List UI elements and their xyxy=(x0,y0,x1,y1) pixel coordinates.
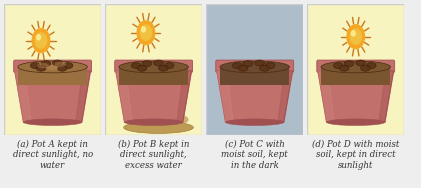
Bar xyxy=(321,67,391,85)
Ellipse shape xyxy=(255,60,264,66)
Polygon shape xyxy=(217,71,293,122)
Polygon shape xyxy=(76,71,91,122)
Ellipse shape xyxy=(356,60,365,66)
Ellipse shape xyxy=(265,63,275,69)
Polygon shape xyxy=(318,71,394,122)
Text: (c) Pot C with
moist soil, kept
in the dark: (c) Pot C with moist soil, kept in the d… xyxy=(221,140,288,170)
Ellipse shape xyxy=(63,63,73,69)
Circle shape xyxy=(37,35,40,40)
Polygon shape xyxy=(318,71,334,122)
FancyBboxPatch shape xyxy=(14,60,91,72)
Polygon shape xyxy=(379,71,394,122)
Circle shape xyxy=(350,29,361,44)
Ellipse shape xyxy=(18,61,88,73)
Ellipse shape xyxy=(260,65,269,71)
Ellipse shape xyxy=(360,65,370,71)
Ellipse shape xyxy=(37,63,49,68)
Ellipse shape xyxy=(137,65,147,71)
Ellipse shape xyxy=(24,119,82,126)
Bar xyxy=(220,67,290,85)
Polygon shape xyxy=(278,71,293,122)
Ellipse shape xyxy=(226,119,284,126)
Ellipse shape xyxy=(41,61,51,67)
Ellipse shape xyxy=(55,62,66,67)
Text: (b) Pot B kept in
direct sunlight,
excess water: (b) Pot B kept in direct sunlight, exces… xyxy=(118,140,189,170)
Circle shape xyxy=(35,33,47,48)
FancyBboxPatch shape xyxy=(317,60,394,72)
Ellipse shape xyxy=(57,65,67,71)
Polygon shape xyxy=(177,71,192,122)
Bar xyxy=(119,67,189,85)
Text: (d) Pot D with moist
soil, kept in direct
sunlight: (d) Pot D with moist soil, kept in direc… xyxy=(312,140,400,170)
Polygon shape xyxy=(116,71,192,122)
Ellipse shape xyxy=(366,63,376,69)
Ellipse shape xyxy=(333,63,343,69)
Ellipse shape xyxy=(238,65,248,71)
Ellipse shape xyxy=(124,121,193,133)
Ellipse shape xyxy=(131,63,141,69)
Ellipse shape xyxy=(53,60,62,66)
Ellipse shape xyxy=(142,61,152,67)
Ellipse shape xyxy=(220,61,290,73)
Ellipse shape xyxy=(232,63,242,69)
Ellipse shape xyxy=(125,119,183,126)
Ellipse shape xyxy=(344,61,354,67)
Ellipse shape xyxy=(158,65,168,71)
Ellipse shape xyxy=(321,61,391,73)
Circle shape xyxy=(32,29,50,52)
Text: (a) Pot A kept in
direct sunlight, no
water: (a) Pot A kept in direct sunlight, no wa… xyxy=(13,140,93,170)
Circle shape xyxy=(140,25,152,40)
Circle shape xyxy=(352,31,355,36)
Polygon shape xyxy=(116,71,132,122)
FancyBboxPatch shape xyxy=(115,60,192,72)
Ellipse shape xyxy=(339,65,349,71)
Ellipse shape xyxy=(243,61,253,67)
Polygon shape xyxy=(217,71,233,122)
Ellipse shape xyxy=(30,63,40,69)
Polygon shape xyxy=(15,71,31,122)
Circle shape xyxy=(347,25,365,49)
Ellipse shape xyxy=(119,61,189,73)
Circle shape xyxy=(141,27,145,32)
Ellipse shape xyxy=(177,116,189,124)
Ellipse shape xyxy=(327,119,385,126)
Ellipse shape xyxy=(164,63,174,69)
Ellipse shape xyxy=(154,60,163,66)
FancyBboxPatch shape xyxy=(216,60,293,72)
Polygon shape xyxy=(15,71,91,122)
Circle shape xyxy=(137,21,155,45)
Bar xyxy=(18,67,88,85)
Ellipse shape xyxy=(47,65,59,70)
Ellipse shape xyxy=(36,65,46,71)
